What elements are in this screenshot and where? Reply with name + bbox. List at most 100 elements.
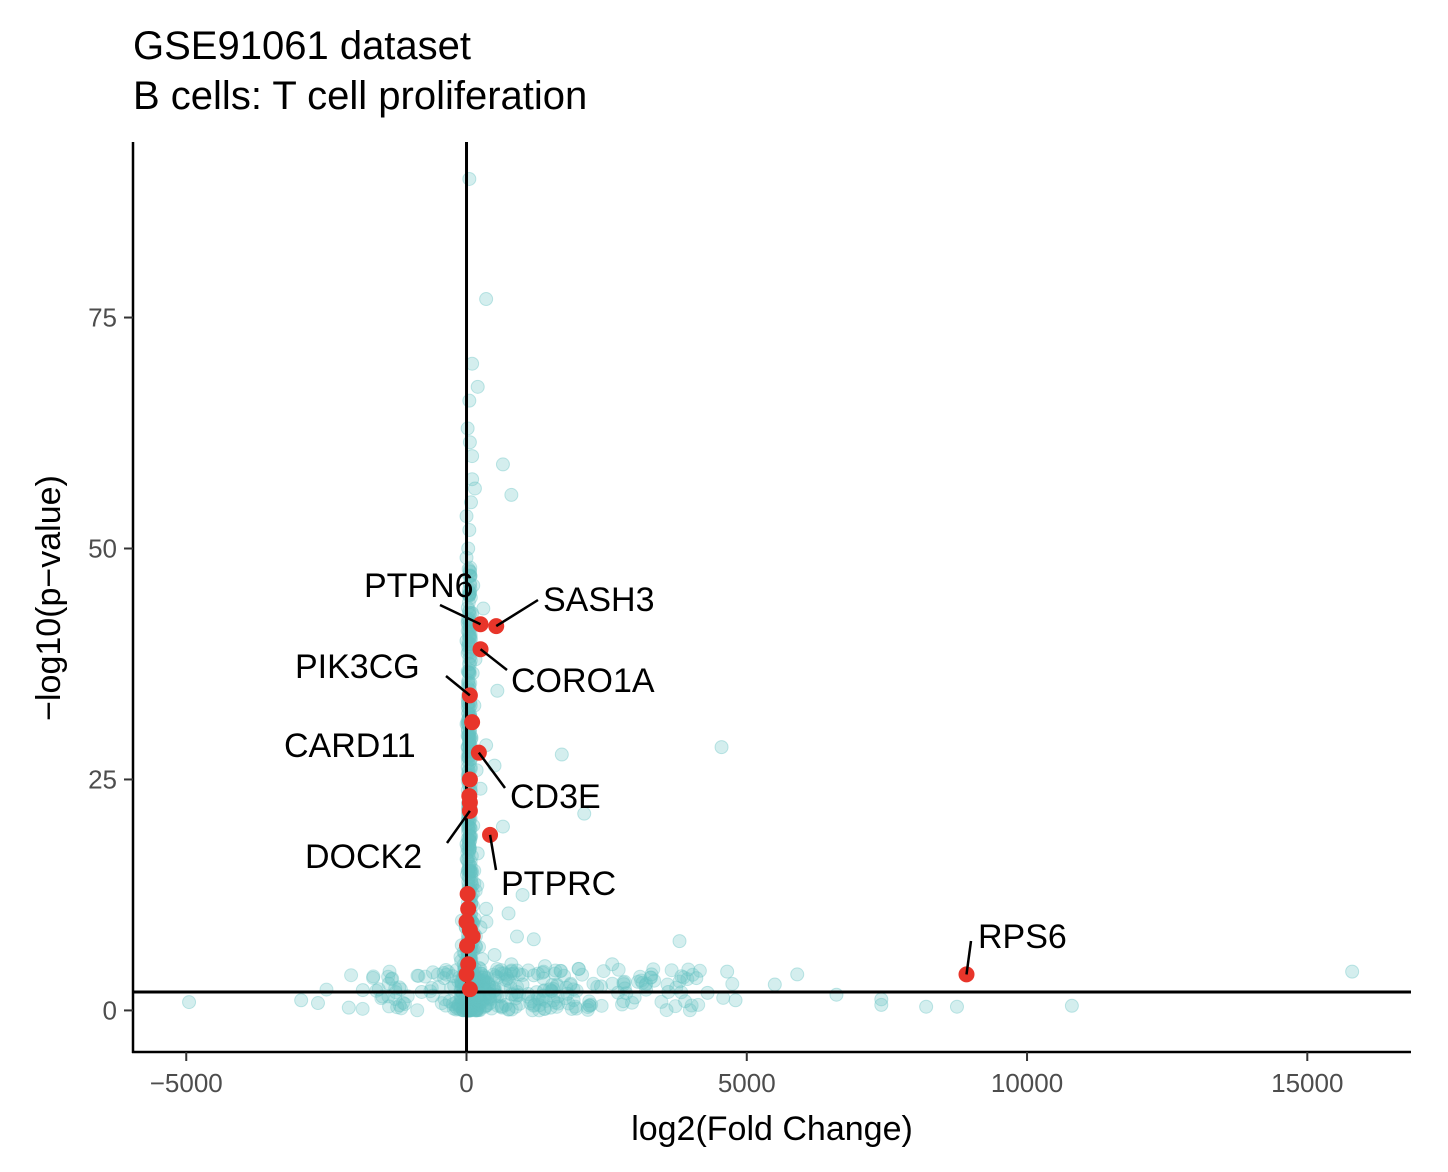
highlighted-point: [460, 900, 477, 917]
background-point: [1064, 998, 1079, 1013]
background-point: [577, 806, 592, 821]
background-point: [524, 994, 539, 1009]
background-point: [477, 999, 492, 1014]
background-point: [521, 989, 536, 1004]
background-point: [571, 961, 586, 976]
background-point: [397, 996, 412, 1011]
gene-label-leader-ptpn6: [439, 603, 482, 626]
background-point: [490, 998, 505, 1013]
background-point: [720, 964, 735, 979]
background-point: [685, 967, 700, 982]
background-point: [536, 964, 551, 979]
background-point: [384, 972, 399, 987]
background-point: [515, 977, 530, 992]
background-point: [681, 962, 696, 977]
background-point: [644, 967, 659, 982]
highlighted-point: [459, 937, 476, 954]
background-point: [1345, 964, 1360, 979]
background-point: [767, 977, 782, 992]
background-point: [546, 993, 561, 1008]
background-point: [474, 994, 489, 1009]
background-point: [470, 846, 485, 861]
background-point: [495, 1000, 510, 1015]
background-point: [644, 970, 659, 985]
gene-label-leader-cd3e: [477, 751, 507, 789]
background-point: [462, 171, 477, 186]
background-points-layer: [182, 171, 1360, 1018]
background-point: [411, 968, 426, 983]
background-point: [501, 974, 516, 989]
background-point: [476, 973, 491, 988]
background-point: [678, 994, 693, 1009]
background-point: [504, 957, 519, 972]
background-point: [461, 825, 476, 840]
background-point: [515, 968, 530, 983]
background-point: [919, 999, 934, 1014]
gene-label-leader-rps6: [965, 940, 973, 975]
background-point: [469, 1003, 484, 1018]
background-point: [668, 999, 683, 1014]
background-point: [477, 968, 492, 983]
background-point: [473, 993, 488, 1008]
background-point: [475, 970, 490, 985]
background-point: [566, 993, 581, 1008]
gene-label-coro1a: CORO1A: [511, 662, 655, 700]
background-point: [674, 969, 689, 984]
background-point: [461, 999, 476, 1014]
background-point: [571, 962, 586, 977]
background-point: [182, 995, 197, 1010]
background-point: [537, 983, 552, 998]
background-point: [468, 1003, 483, 1018]
background-point: [381, 969, 396, 984]
background-point: [515, 887, 530, 902]
background-point: [464, 999, 479, 1014]
background-point: [634, 973, 649, 988]
background-point: [538, 993, 553, 1008]
background-point: [472, 997, 487, 1012]
background-point: [366, 969, 381, 984]
background-point: [441, 964, 456, 979]
highlighted-gene-point-card11: [464, 714, 481, 731]
background-point: [437, 971, 452, 986]
background-point: [294, 993, 309, 1008]
background-point: [448, 999, 463, 1014]
background-point: [418, 969, 433, 984]
background-point: [616, 975, 631, 990]
highlighted-points-layer: [458, 616, 975, 998]
x-tick-label: 0: [459, 1068, 473, 1098]
background-point: [466, 818, 481, 833]
background-point: [525, 1003, 540, 1018]
gene-label-leader-pik3cg: [445, 675, 471, 697]
background-point: [532, 1003, 547, 1018]
y-axis-title: −log10(p−value): [30, 475, 68, 721]
background-point: [382, 999, 397, 1014]
background-point: [536, 971, 551, 986]
background-point: [494, 963, 509, 978]
background-point: [449, 1002, 464, 1017]
background-point: [504, 964, 519, 979]
background-point: [568, 999, 583, 1014]
background-point: [554, 747, 569, 762]
background-point: [537, 1001, 552, 1016]
gene-label-leader-coro1a: [479, 648, 508, 671]
background-point: [509, 929, 524, 944]
background-point: [501, 1002, 516, 1017]
background-point: [461, 729, 476, 744]
background-point: [465, 666, 480, 681]
background-point: [569, 1001, 584, 1016]
background-point: [494, 966, 509, 981]
background-point: [461, 541, 476, 556]
background-point: [563, 976, 578, 991]
background-point: [949, 999, 964, 1014]
background-point: [479, 901, 494, 916]
background-point: [682, 1003, 697, 1018]
background-point: [537, 1001, 552, 1016]
background-point: [382, 964, 397, 979]
background-point: [523, 996, 538, 1011]
background-point: [684, 998, 699, 1013]
background-point: [725, 976, 740, 991]
background-point: [512, 996, 527, 1011]
x-tick-label: 10000: [991, 1068, 1063, 1098]
background-point: [617, 974, 632, 989]
background-point: [635, 975, 650, 990]
